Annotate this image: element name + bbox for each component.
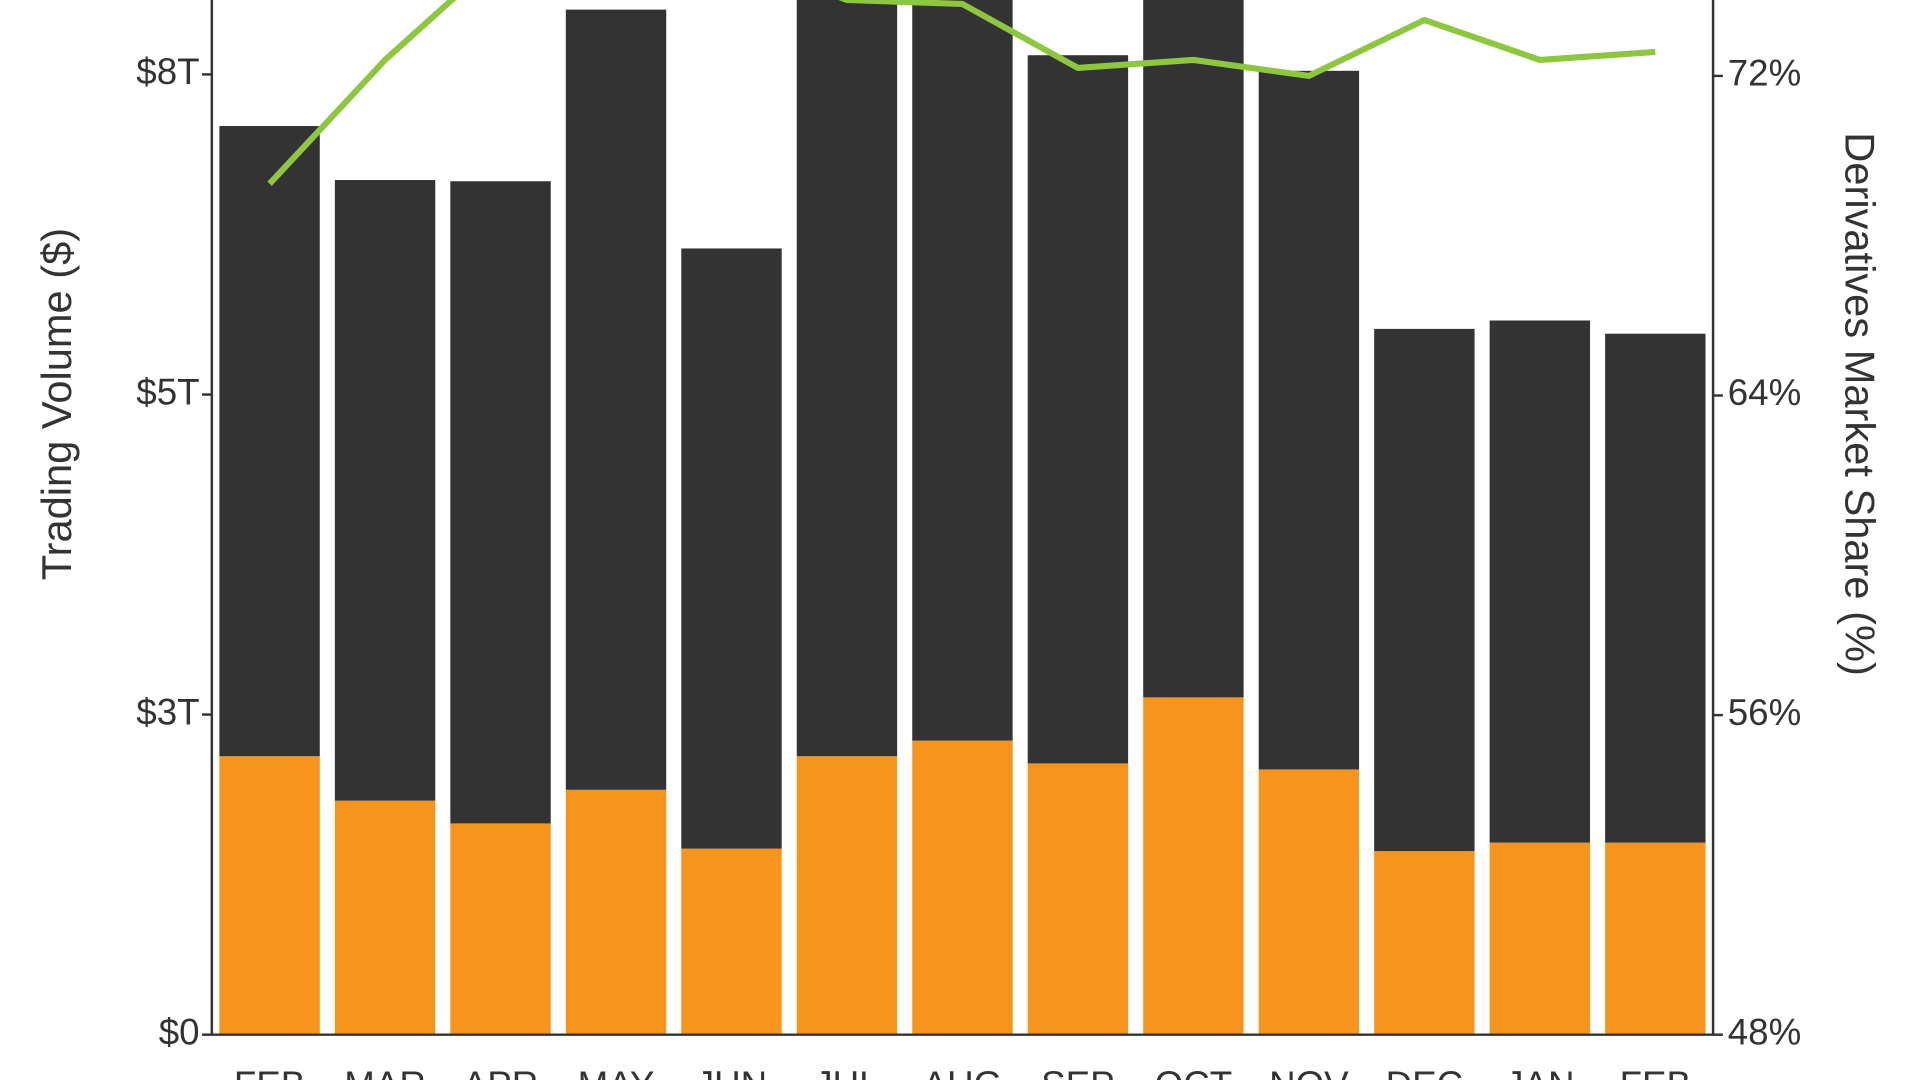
bar-segment [219,126,320,757]
bar-segment [1258,769,1360,1035]
bar-segment [450,181,551,824]
y-tick-label: $0 [159,1011,200,1052]
x-tick-label: MAY [578,1064,655,1080]
y2-tick-label: 56% [1728,692,1802,733]
bar-segment [1143,0,1244,698]
x-tick-label: APR [463,1064,539,1080]
x-tick-label: FEB [1620,1064,1691,1080]
bar-segment [796,0,898,757]
bar-segment [681,248,782,849]
y2-axis-title: Derivatives Market Share (%) [1836,132,1883,676]
line-series [267,0,1656,186]
bar-segment [1374,328,1475,852]
bar-segment [681,848,782,1035]
bar-segment [796,756,898,1035]
bar-segment [450,823,551,1035]
x-tick-label: JAN [1505,1064,1574,1080]
y-tick-label: $3T [136,691,199,732]
x-tick-label: NOV [1269,1064,1349,1080]
x-tick-label: FEB [234,1064,305,1080]
bar-segment [334,800,436,1035]
x-tick-label: JUL [814,1064,879,1080]
plot-area [219,0,1706,1035]
bar-segment [912,0,1013,741]
bar-segment [565,789,667,1035]
x-tick-label: SEP [1041,1064,1114,1080]
y2-tick-label: 72% [1728,53,1802,94]
bar-segment [1489,320,1591,843]
y-tick-label: $8T [136,51,199,92]
bar-segment [1143,697,1244,1035]
bar-segment [565,9,667,790]
bar-segment [1374,851,1475,1035]
x-tick-label: DEC [1386,1064,1464,1080]
x-tick-label: JUN [696,1064,767,1080]
bar-segment [1605,333,1706,843]
x-tick-label: OCT [1155,1064,1233,1080]
bar-segment [912,740,1013,1035]
bar-segment [1258,70,1360,770]
bar-segment [1027,763,1129,1035]
bar-segment [1489,842,1591,1035]
y-axis-title: Trading Volume ($) [33,228,80,580]
y2-tick-label: 48% [1728,1011,1802,1052]
x-tick-label: MAR [344,1064,426,1080]
y2-tick-label: 64% [1728,372,1802,413]
bar-segment [1027,55,1129,764]
bar-segment [219,756,320,1035]
bar-segment [334,180,436,801]
bar-segment [1605,842,1706,1035]
x-tick-label: AUG [923,1064,1003,1080]
y-tick-label: $5T [136,371,199,412]
